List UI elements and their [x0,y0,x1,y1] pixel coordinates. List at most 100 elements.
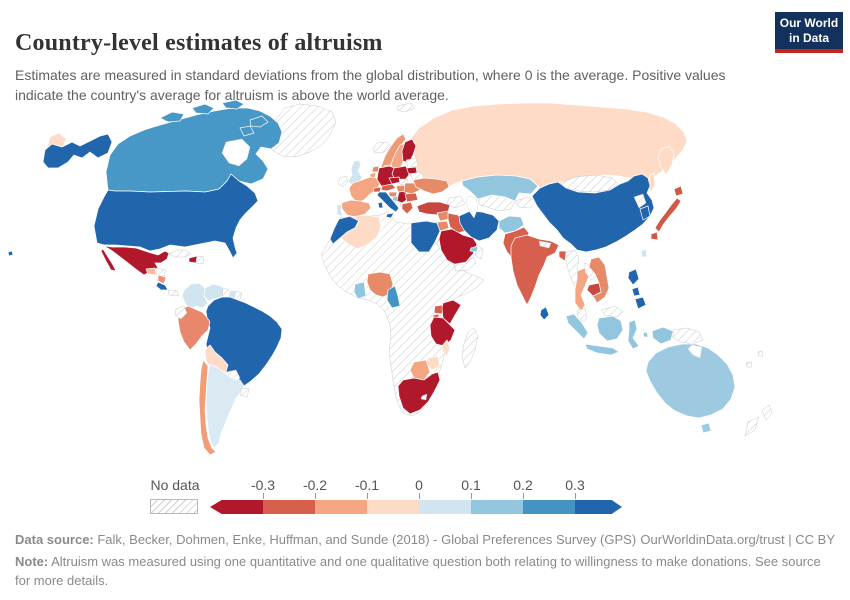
legend-segment[interactable] [575,500,622,514]
country-uae[interactable] [469,245,479,253]
legend-segment[interactable] [523,500,575,514]
country-egypt[interactable] [410,220,441,253]
country-venezuela[interactable] [203,283,227,302]
legend-segment[interactable] [419,500,471,514]
new-zealand-north[interactable] [761,404,773,421]
country-panama[interactable] [167,289,180,297]
country-spain[interactable] [340,199,372,218]
arctic-island-4[interactable] [249,115,269,128]
country-italy[interactable] [376,191,400,213]
svalbard[interactable] [396,102,416,113]
country-malaysia[interactable] [576,307,588,323]
country-cambodia[interactable] [586,282,602,297]
country-alaska[interactable] [42,133,113,169]
country-bangladesh[interactable] [558,250,567,262]
country-haiti[interactable] [188,255,198,264]
country-uganda[interactable] [433,304,444,315]
kyrgyzstan-tajikistan[interactable] [514,196,537,209]
country-ghana[interactable] [353,281,367,300]
arctic-island-2[interactable] [191,103,215,115]
country-algeria[interactable] [340,214,382,250]
indonesia-sulawesi[interactable] [627,319,640,350]
sardinia[interactable] [377,201,384,209]
country-north-korea[interactable] [633,193,647,209]
country-lesotho[interactable] [420,393,428,401]
country-mongolia[interactable] [559,174,619,193]
sicily[interactable] [385,212,395,219]
legend-segment[interactable] [471,500,523,514]
country-greece[interactable] [401,201,414,215]
country-honduras[interactable] [155,267,167,277]
new-zealand-south[interactable] [744,416,760,437]
country-india[interactable] [510,234,560,306]
country-south-korea[interactable] [639,205,651,221]
country-cuba[interactable] [168,249,192,258]
country-malawi[interactable] [441,339,451,357]
country-united-states[interactable] [93,173,259,259]
country-guatemala[interactable] [145,267,157,276]
country-south-africa[interactable] [397,371,441,415]
legend-segment[interactable] [263,500,315,514]
country-nicaragua[interactable] [157,274,167,285]
philippines-luzon[interactable] [627,268,640,286]
baltic-states[interactable] [405,157,419,169]
country-austria[interactable] [380,183,397,192]
japan-kyushu[interactable] [650,231,659,241]
country-switzerland[interactable] [372,186,382,193]
kamchatka[interactable] [657,145,675,176]
country-uruguay[interactable] [239,387,250,398]
tasmania[interactable] [700,422,712,434]
country-ireland[interactable] [337,175,349,188]
baja-california[interactable] [100,248,117,272]
country-taiwan[interactable] [640,248,648,258]
legend-segment[interactable] [367,500,419,514]
country-mexico[interactable] [103,245,170,276]
fiji[interactable] [757,350,764,357]
country-nepal[interactable] [538,240,552,249]
philippines-visayas[interactable] [631,286,641,297]
country-kenya[interactable] [441,299,462,325]
country-colombia[interactable] [181,282,209,311]
legend-colorbar[interactable] [210,500,622,514]
owid-link[interactable]: OurWorldinData.org/trust | CC BY [640,532,835,547]
japan-hokkaido[interactable] [673,185,684,197]
country-ukraine[interactable] [412,177,450,195]
country-portugal[interactable] [336,203,344,217]
malaysia-borneo[interactable] [600,305,624,318]
country-kazakhstan[interactable] [461,174,539,202]
hawaii[interactable] [7,250,14,257]
arctic-island-1[interactable] [159,111,185,123]
country-bulgaria[interactable] [404,192,419,203]
new-caledonia[interactable] [745,361,753,368]
country-argentina[interactable] [205,363,245,449]
country-brazil[interactable] [205,296,283,399]
country-nigeria[interactable] [366,271,394,298]
arctic-island-3[interactable] [221,99,245,110]
philippines-mindanao[interactable] [634,296,647,310]
country-iran[interactable] [458,210,500,242]
caucasus[interactable] [446,195,466,209]
legend-no-data-swatch[interactable] [150,499,198,514]
legend-segment[interactable] [315,500,367,514]
country-papua-new-guinea[interactable] [672,327,704,345]
country-dominican-republic[interactable] [195,255,205,265]
country-sri-lanka[interactable] [539,306,550,321]
country-madagascar[interactable] [461,327,479,369]
indonesia-papua[interactable] [651,326,674,345]
country-australia[interactable] [645,343,736,419]
country-china[interactable] [531,173,655,253]
country-cameroon[interactable] [386,285,401,309]
country-ecuador[interactable] [174,305,188,320]
owid-logo[interactable]: Our World in Data [775,12,843,53]
country-yemen[interactable] [453,256,477,272]
country-vietnam[interactable] [588,256,610,304]
indonesia-kalimantan[interactable] [596,315,624,342]
country-afghanistan[interactable] [498,215,525,234]
country-united-kingdom[interactable] [347,159,363,187]
indonesia-maluku[interactable] [642,331,649,338]
country-peru[interactable] [177,305,211,351]
indonesia-java[interactable] [584,343,620,356]
country-netherlands[interactable] [371,165,380,173]
country-greenland[interactable] [269,103,337,158]
arctic-island-5[interactable] [239,125,255,137]
